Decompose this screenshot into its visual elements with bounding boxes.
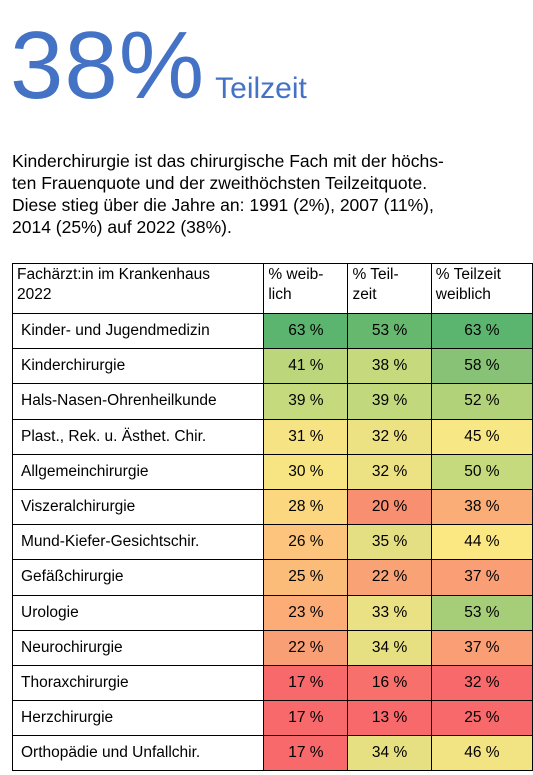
headline-label: Teilzeit <box>215 72 307 105</box>
table-row: Urologie 23 % 33 % 53 % <box>11 594 533 631</box>
cell-parttime-female-percent: 38 % <box>430 488 533 526</box>
cell-female-percent: 30 % <box>263 453 349 490</box>
cell-parttime-female-percent: 58 % <box>430 348 533 385</box>
cell-female-percent: 41 % <box>263 348 349 385</box>
row-specialty: Kinder- und Jugendmedizin <box>11 312 265 350</box>
cell-parttime-female-percent: 25 % <box>430 700 533 737</box>
table-row: Kinderchirurgie 41 % 38 % 58 % <box>11 348 533 385</box>
header-parttime-female: % Teilzeit weiblich <box>430 263 533 314</box>
cell-parttime-percent: 20 % <box>347 488 432 526</box>
cell-parttime-female-percent: 37 % <box>430 629 533 666</box>
table-header-row: Fachärzt:in im Krankenhaus 2022 % weib- … <box>11 263 533 314</box>
row-specialty: Allgemeinchirurgie <box>11 453 265 490</box>
header-female-line2: lich <box>268 286 292 303</box>
row-specialty: Kinderchirurgie <box>11 348 265 385</box>
table-row: Thoraxchirurgie 17 % 16 % 32 % <box>11 664 533 702</box>
row-specialty: Viszeralchirurgie <box>11 488 265 526</box>
header-parttime-female-line2: weiblich <box>435 286 491 303</box>
header-female-line1: % weib- <box>268 266 324 283</box>
table-row: Kinder- und Jugendmedizin 63 % 53 % 63 % <box>11 312 533 350</box>
cell-parttime-female-percent: 46 % <box>430 735 533 772</box>
row-specialty: Hals-Nasen-Ohrenheilkunde <box>11 383 265 420</box>
cell-parttime-female-percent: 44 % <box>430 524 533 561</box>
cell-parttime-percent: 35 % <box>347 524 432 561</box>
row-specialty: Urologie <box>11 594 265 631</box>
cell-parttime-percent: 34 % <box>347 735 432 772</box>
row-specialty: Mund-Kiefer-Gesichtschir. <box>11 524 265 561</box>
cell-female-percent: 22 % <box>263 629 349 666</box>
row-specialty: Orthopädie und Unfallchir. <box>11 735 265 772</box>
table-row: Mund-Kiefer-Gesichtschir. 26 % 35 % 44 % <box>11 524 533 561</box>
cell-female-percent: 39 % <box>263 383 349 420</box>
header-parttime-line1: % Teil- <box>352 266 399 283</box>
cell-parttime-percent: 32 % <box>347 418 432 455</box>
header-parttime-female-line1: % Teilzeit <box>435 266 501 283</box>
headline: 38% Teilzeit <box>10 18 307 114</box>
intro-paragraph: Kinderchirurgie ist das chirurgische Fac… <box>12 150 527 238</box>
cell-female-percent: 25 % <box>263 559 349 596</box>
row-specialty: Gefäßchirurgie <box>11 559 265 596</box>
header-parttime-line2: zeit <box>352 286 377 303</box>
cell-female-percent: 17 % <box>263 664 349 702</box>
cell-female-percent: 63 % <box>263 312 349 350</box>
cell-parttime-female-percent: 52 % <box>430 383 533 420</box>
intro-line: ten Frauenquote und der zweithöchsten Te… <box>12 173 428 193</box>
intro-line: Diese stieg über die Jahre an: 1991 (2%)… <box>12 195 434 215</box>
cell-parttime-female-percent: 32 % <box>430 664 533 702</box>
header-specialty: Fachärzt:in im Krankenhaus 2022 <box>11 263 265 314</box>
row-specialty: Herzchirurgie <box>11 700 265 737</box>
headline-percent: 38% <box>10 12 206 119</box>
header-specialty-line1: Fachärzt:in im Krankenhaus <box>17 266 210 283</box>
table-row: Herzchirurgie 17 % 13 % 25 % <box>11 700 533 737</box>
cell-female-percent: 17 % <box>263 700 349 737</box>
cell-parttime-female-percent: 63 % <box>430 312 533 350</box>
row-specialty: Plast., Rek. u. Ästhet. Chir. <box>11 418 265 455</box>
cell-parttime-percent: 13 % <box>347 700 432 737</box>
table-row: Gefäßchirurgie 25 % 22 % 37 % <box>11 559 533 596</box>
cell-parttime-female-percent: 45 % <box>430 418 533 455</box>
header-female: % weib- lich <box>263 263 349 314</box>
cell-parttime-female-percent: 53 % <box>430 594 533 631</box>
table-row: Plast., Rek. u. Ästhet. Chir. 31 % 32 % 45 … <box>11 418 533 455</box>
row-specialty: Neurochirurgie <box>11 629 265 666</box>
cell-parttime-percent: 22 % <box>347 559 432 596</box>
table-row: Neurochirurgie 22 % 34 % 37 % <box>11 629 533 666</box>
table-body: Kinder- und Jugendmedizin 63 % 53 % 63 % Kin… <box>11 312 533 772</box>
cell-parttime-percent: 53 % <box>347 312 432 350</box>
cell-parttime-percent: 16 % <box>347 664 432 702</box>
cell-parttime-percent: 34 % <box>347 629 432 666</box>
table-row: Orthopädie und Unfallchir. 17 % 34 % 46 % <box>11 735 533 772</box>
cell-parttime-percent: 38 % <box>347 348 432 385</box>
cell-parttime-female-percent: 37 % <box>430 559 533 596</box>
table-row: Hals-Nasen-Ohrenheilkunde 39 % 39 % 52 % <box>11 383 533 420</box>
cell-female-percent: 26 % <box>263 524 349 561</box>
header-parttime: % Teil- zeit <box>347 263 432 314</box>
row-specialty: Thoraxchirurgie <box>11 664 265 702</box>
cell-parttime-percent: 32 % <box>347 453 432 490</box>
header-specialty-line2: 2022 <box>17 286 52 303</box>
intro-line: Kinderchirurgie ist das chirurgische Fac… <box>12 151 444 171</box>
cell-female-percent: 31 % <box>263 418 349 455</box>
quota-table: Fachärzt:in im Krankenhaus 2022 % weib- … <box>11 263 533 772</box>
cell-female-percent: 28 % <box>263 488 349 526</box>
table-row: Allgemeinchirurgie 30 % 32 % 50 % <box>11 453 533 490</box>
cell-parttime-percent: 33 % <box>347 594 432 631</box>
intro-line: 2014 (25%) auf 2022 (38%). <box>12 217 232 237</box>
cell-female-percent: 23 % <box>263 594 349 631</box>
cell-female-percent: 17 % <box>263 735 349 772</box>
cell-parttime-female-percent: 50 % <box>430 453 533 490</box>
cell-parttime-percent: 39 % <box>347 383 432 420</box>
table-row: Viszeralchirurgie 28 % 20 % 38 % <box>11 488 533 526</box>
